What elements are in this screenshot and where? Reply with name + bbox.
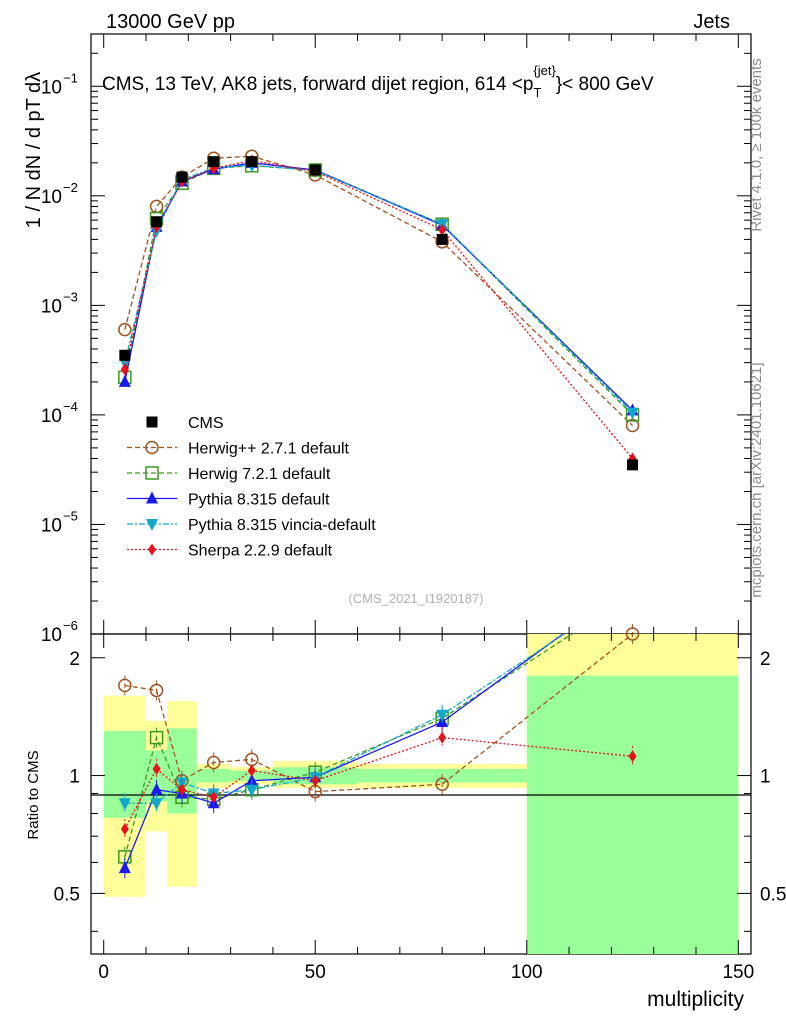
legend-marker: [145, 466, 159, 480]
series-line-main: [124, 155, 633, 426]
title-superscript: {jet}: [533, 63, 556, 78]
ratio-point: [247, 764, 256, 777]
series-line-main: [124, 165, 633, 416]
legend-label: Pythia 8.315 vincia-default: [188, 517, 376, 534]
series-point: [626, 407, 639, 420]
legend-label: Sherpa 2.2.9 default: [188, 543, 333, 560]
stat-band: [526, 675, 739, 954]
ratio-panel-frame: [90, 633, 752, 955]
series-point: [118, 374, 131, 387]
y-tick-exponent: −3: [63, 289, 78, 304]
cms-data-point: [627, 459, 639, 471]
legend-label: Herwig 7.2.1 default: [188, 466, 331, 483]
y-tick-exponent: −2: [63, 180, 78, 195]
x-axis-ticks: 0 50 100 150: [98, 34, 754, 983]
ratio-point: [120, 823, 129, 836]
ratio-point: [245, 784, 258, 797]
y-tick-label: 10: [41, 515, 62, 536]
ratio-tick-label: 2: [69, 649, 80, 670]
legend-marker: [146, 491, 158, 504]
chart-title: CMS, 13 TeV, AK8 jets, forward dijet reg…: [102, 63, 654, 100]
ratio-point: [118, 861, 131, 874]
cms-data-point: [151, 216, 163, 228]
ratio-point: [118, 798, 131, 811]
y-axis-label-main: 1 / N dN / d pT dλ: [23, 72, 45, 228]
ratio-tick-label-right: 1: [760, 767, 771, 788]
title-subscript: T: [533, 85, 541, 100]
ratio-point: [209, 791, 218, 804]
y-tick-label: 10: [41, 406, 62, 427]
legend-marker: [145, 440, 159, 455]
ratio-point: [149, 730, 164, 745]
y-tick-label: 10: [41, 187, 62, 208]
series-line-ratio: [124, 736, 633, 830]
y-axis-label-ratio: Ratio to CMS: [25, 750, 42, 839]
header-process: 13000 GeV pp: [106, 11, 235, 33]
title-main: CMS, 13 TeV, AK8 jets, forward dijet reg…: [102, 74, 533, 95]
legend-marker: [146, 519, 158, 531]
y-tick-label: 10: [41, 77, 62, 98]
ratio-point: [436, 709, 449, 722]
y-tick-exponent: −6: [63, 618, 78, 633]
cms-data-points: [119, 156, 639, 471]
x-tick-label: 150: [722, 962, 754, 983]
ratio-point: [118, 678, 132, 693]
y-tick-label: 10: [41, 625, 62, 646]
x-tick-label: 50: [305, 962, 326, 983]
ratio-point: [435, 777, 449, 792]
y-tick-exponent: −4: [63, 399, 78, 414]
ratio-point: [311, 774, 320, 787]
x-axis-label: multiplicity: [647, 988, 744, 1011]
legend-marker: [146, 416, 158, 428]
main-axis-ticks: 10−110−210−310−410−510−6: [41, 52, 751, 646]
cms-data-point: [176, 171, 188, 183]
y-tick-label: 10: [41, 296, 62, 317]
series-point: [120, 363, 129, 376]
series-line-ratio: [124, 634, 633, 793]
series-line-main: [124, 159, 634, 459]
ratio-point: [175, 777, 188, 790]
cms-data-point: [436, 233, 448, 245]
series-line-main: [124, 164, 633, 414]
ratio-point: [150, 798, 163, 811]
series-point: [438, 223, 447, 236]
x-tick-label: 0: [98, 962, 109, 983]
ratio-tick-label: 0.5: [54, 884, 80, 905]
ratio-tick-label: 1: [69, 767, 80, 788]
series-point: [118, 322, 132, 337]
ratio-bands: [103, 634, 739, 954]
ratio-tick-label-right: 0.5: [760, 884, 786, 905]
legend-label: Pythia 8.315 default: [188, 492, 330, 509]
legend-marker: [148, 543, 156, 556]
series-point: [149, 199, 164, 214]
analysis-watermark: (CMS_2021_I1920187): [348, 591, 483, 606]
cms-data-point: [208, 156, 220, 168]
y-tick-exponent: −5: [63, 508, 78, 523]
ratio-point: [177, 783, 186, 796]
title-end: }< 800 GeV: [556, 74, 654, 95]
ratio-tick-label-right: 2: [760, 649, 771, 670]
legend: CMS Herwig++ 2.7.1 default Herwig 7.2.1 de…: [127, 415, 376, 560]
ratio-point: [206, 755, 221, 770]
legend-label: CMS: [188, 415, 224, 432]
cms-data-point: [119, 349, 131, 361]
legend-label: Herwig++ 2.7.1 default: [188, 441, 350, 458]
header-category: Jets: [693, 11, 730, 33]
rivet-version-label: Rivet 4.1.0, ≥ 100k events: [748, 58, 765, 231]
x-tick-label: 100: [511, 962, 543, 983]
ratio-axis-ticks: 0.5 0.5 1 1 2 2: [54, 649, 786, 932]
cms-data-point: [246, 156, 258, 168]
ratio-point: [152, 762, 161, 775]
ratio-point: [625, 627, 640, 641]
ratio-series: [118, 624, 640, 879]
mcplots-label: mcplots.cern.ch [arXiv:2401.10621]: [748, 362, 765, 597]
y-tick-exponent: −1: [63, 70, 78, 85]
ratio-point: [628, 750, 637, 763]
stat-band: [196, 768, 231, 783]
ratio-point: [438, 731, 447, 744]
cms-data-point: [309, 164, 321, 176]
ratio-point: [150, 782, 163, 795]
ratio-point: [149, 683, 164, 698]
